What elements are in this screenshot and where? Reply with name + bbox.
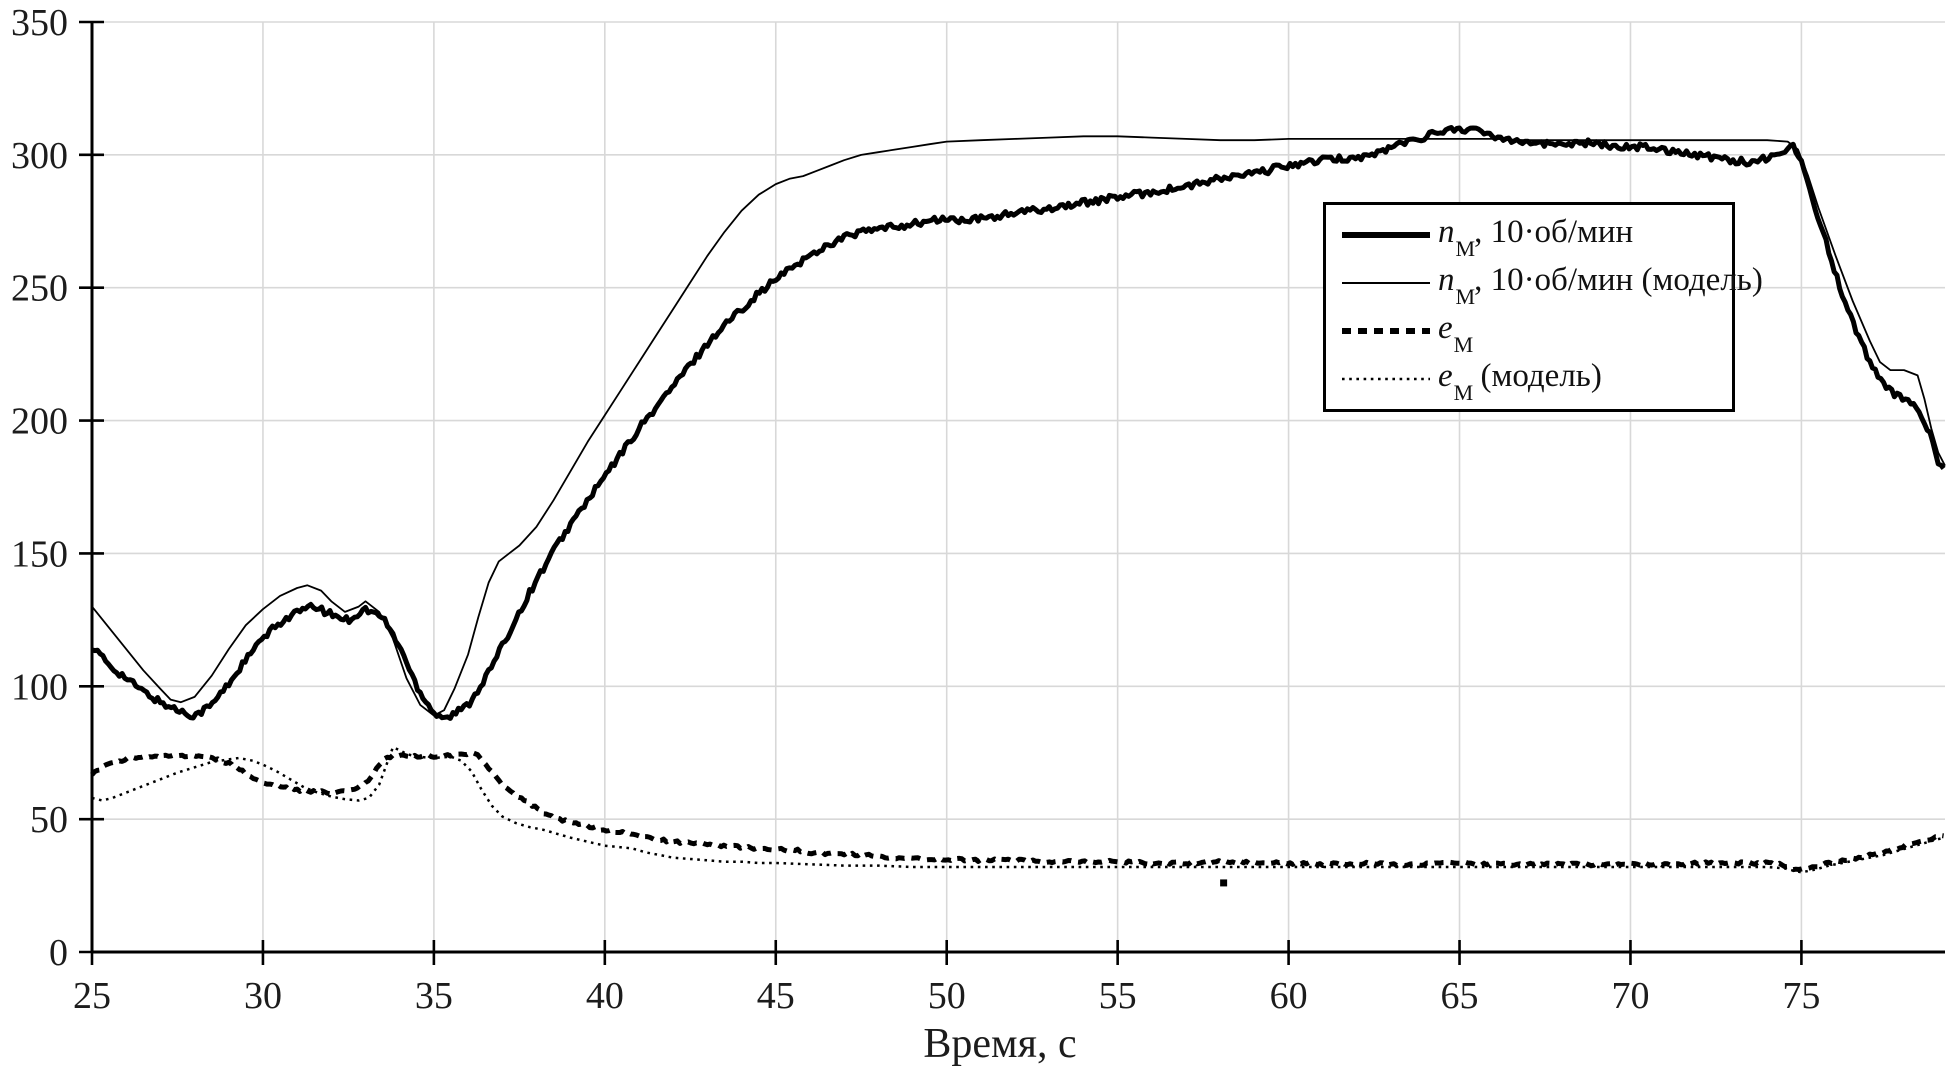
x-tick-label: 25 — [73, 975, 111, 1017]
legend-line-sample-dotted — [1342, 377, 1430, 381]
legend-line-sample-thick-dashed — [1342, 328, 1430, 334]
y-tick-label: 50 — [30, 799, 68, 841]
legend-entry: eМ (модель) — [1340, 356, 1722, 405]
legend-label: eМ — [1438, 310, 1474, 357]
y-tick-label: 300 — [11, 135, 68, 177]
legend-line-sample-thin-solid — [1342, 282, 1430, 284]
gridlines — [92, 21, 1945, 952]
legend-label: eМ (модель) — [1438, 358, 1602, 405]
y-tick-label: 0 — [49, 932, 68, 974]
x-tick-label: 60 — [1270, 975, 1308, 1017]
legend-entry: eМ — [1340, 308, 1722, 357]
x-tick-label: 50 — [928, 975, 966, 1017]
legend-entry: nМ, 10·об/мин (модель) — [1340, 260, 1763, 307]
x-tick-label: 45 — [757, 975, 795, 1017]
legend-label: nМ, 10·об/мин (модель) — [1438, 262, 1763, 309]
outlier-point — [1220, 879, 1228, 887]
y-tick-label: 100 — [11, 666, 68, 708]
series-lines — [90, 125, 1946, 887]
y-tick-label: 350 — [11, 2, 68, 44]
y-tick-label: 250 — [11, 268, 68, 310]
series-path-eM_model — [91, 746, 1946, 874]
legend-label: nМ, 10·об/мин — [1438, 214, 1634, 261]
series-path-eM_measured — [90, 750, 1944, 873]
legend-entry: nМ, 10·об/мин — [1340, 212, 1722, 261]
x-tick-label: 35 — [415, 975, 453, 1017]
x-tick-label: 65 — [1441, 975, 1479, 1017]
y-tick-label: 150 — [11, 533, 68, 575]
x-tick-label: 40 — [586, 975, 624, 1017]
y-tick-label: 200 — [11, 401, 68, 443]
x-axis-label: Время, с — [923, 1021, 1076, 1067]
series-path-nM_model — [91, 135, 1946, 717]
x-tick-label: 55 — [1099, 975, 1137, 1017]
x-tick-label: 75 — [1782, 975, 1820, 1017]
legend-line-sample-thick-solid — [1342, 232, 1430, 238]
legend-box: nМ, 10·об/мин nМ, 10·об/мин (модель) eМ … — [1323, 202, 1763, 412]
x-tick-label: 70 — [1611, 975, 1649, 1017]
x-tick-label: 30 — [244, 975, 282, 1017]
series-path-nM_measured — [91, 125, 1946, 721]
axes: 25 30 35 40 45 50 55 60 65 70 75 0 50 100 150 200 250 300… — [11, 2, 1945, 1017]
